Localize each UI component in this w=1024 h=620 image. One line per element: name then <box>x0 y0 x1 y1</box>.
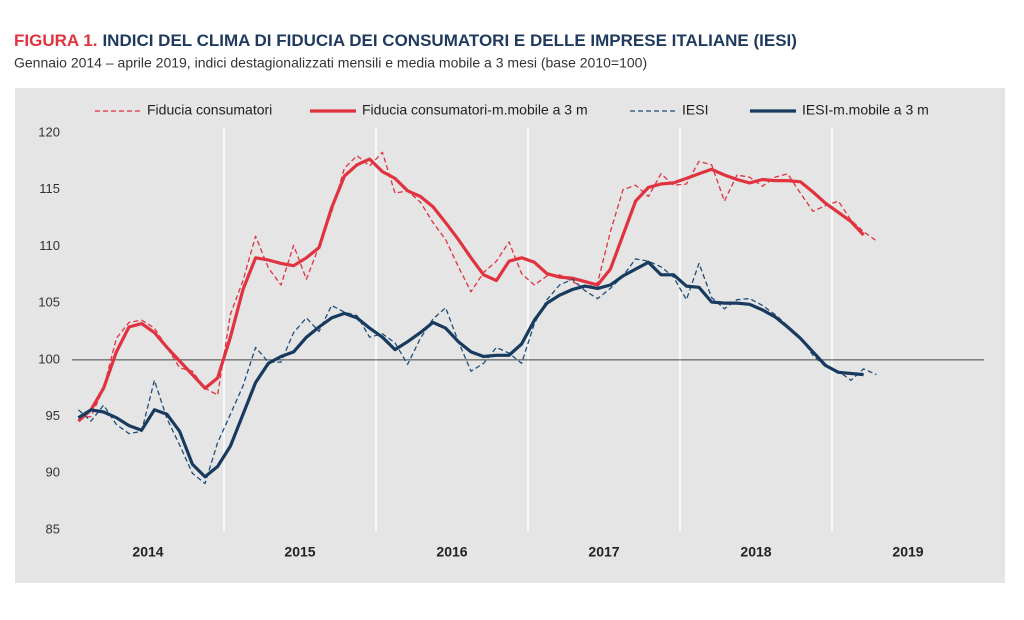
y-tick-label: 110 <box>39 238 60 253</box>
y-tick-label: 115 <box>39 181 60 196</box>
legend-label: Fiducia consumatori-m.mobile a 3 m <box>362 102 588 118</box>
y-tick-label: 120 <box>38 124 60 139</box>
series-line <box>77 157 865 423</box>
y-tick-label: 90 <box>46 465 60 480</box>
legend-label: IESI-m.mobile a 3 m <box>802 102 929 118</box>
x-tick-label: 2019 <box>892 544 923 560</box>
chart-subtitle: Gennaio 2014 – aprile 2019, indici desta… <box>14 55 647 71</box>
series-line <box>77 258 877 485</box>
title-text: INDICI DEL CLIMA DI FIDUCIA DEI CONSUMAT… <box>102 31 797 50</box>
x-tick-label: 2018 <box>740 544 771 560</box>
title-prefix: FIGURA 1. <box>14 31 97 50</box>
legend-label: Fiducia consumatori <box>147 102 272 118</box>
legend-label: IESI <box>682 102 708 118</box>
plot-panel <box>15 88 1005 583</box>
plot: 85 90 95 100 105 110 115 120 2014 2015 2016 2017 201… <box>38 102 984 560</box>
y-tick-label: 95 <box>46 408 60 423</box>
y-tick-label: 85 <box>46 521 60 536</box>
x-tick-label: 2015 <box>284 544 315 560</box>
x-tick-label: 2017 <box>588 544 619 560</box>
series-line <box>77 260 864 479</box>
y-tick-label: 100 <box>38 351 60 366</box>
x-tick-label: 2014 <box>132 544 163 560</box>
x-tick-label: 2016 <box>436 544 467 560</box>
chart-title: FIGURA 1. INDICI DEL CLIMA DI FIDUCIA DEI… <box>14 31 797 50</box>
series-line <box>78 151 877 419</box>
y-tick-label: 105 <box>38 295 60 310</box>
